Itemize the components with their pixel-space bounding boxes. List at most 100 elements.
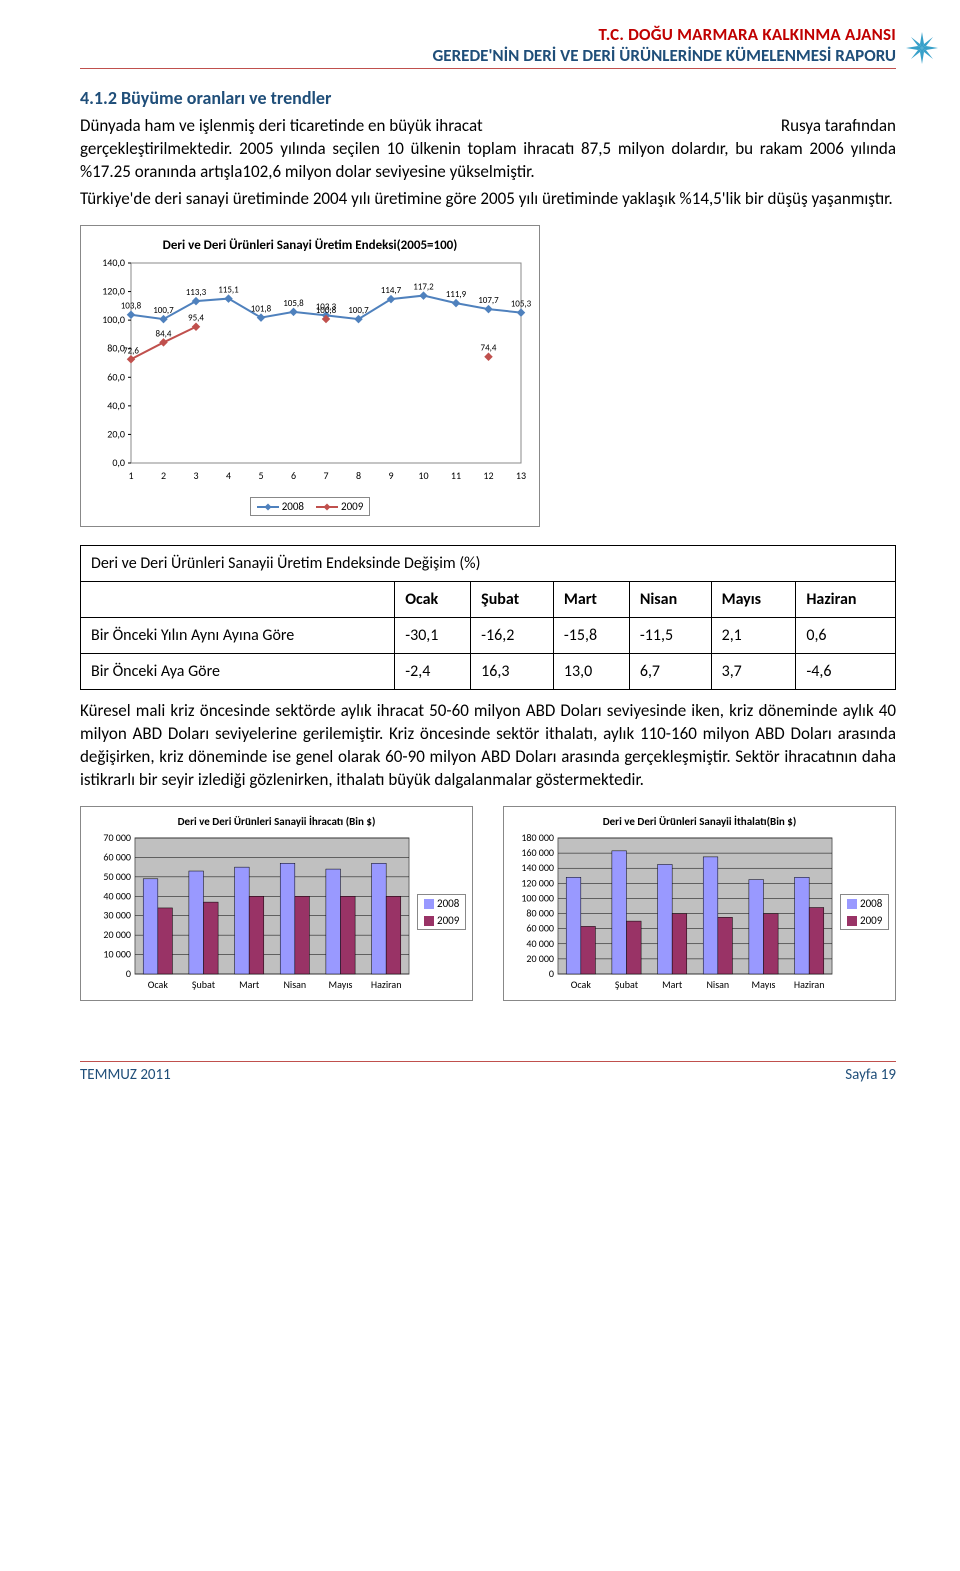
table-col-header: Ocak	[395, 582, 471, 618]
svg-text:60 000: 60 000	[103, 850, 131, 863]
line-chart-legend: 2008 2009	[250, 497, 371, 516]
page-header: T.C. DOĞU MARMARA KALKINMA AJANSI GEREDE…	[80, 24, 896, 69]
svg-text:20,0: 20,0	[107, 427, 125, 440]
p1b: Rusya tarafından	[781, 115, 896, 138]
svg-text:Nisan: Nisan	[706, 978, 729, 991]
svg-text:Nisan: Nisan	[283, 978, 306, 991]
p1a: Dünyada ham ve işlenmiş deri ticaretinde…	[80, 115, 483, 138]
svg-text:105,8: 105,8	[283, 298, 304, 309]
svg-text:Mart: Mart	[239, 978, 260, 991]
svg-text:20 000: 20 000	[526, 952, 554, 965]
paragraph-1: Dünyada ham ve işlenmiş deri ticaretinde…	[80, 115, 896, 184]
table-cell: -11,5	[629, 618, 711, 654]
svg-text:60 000: 60 000	[526, 922, 554, 935]
table-cell: 16,3	[471, 654, 554, 690]
table-cell: -16,2	[471, 618, 554, 654]
svg-text:0: 0	[126, 967, 131, 980]
svg-text:0: 0	[549, 967, 554, 980]
table-cell: -30,1	[395, 618, 471, 654]
svg-text:13: 13	[516, 469, 526, 482]
svg-text:100,8: 100,8	[316, 305, 337, 316]
svg-text:3: 3	[193, 469, 198, 482]
svg-text:100,7: 100,7	[153, 305, 174, 316]
svg-text:12: 12	[483, 469, 493, 482]
svg-text:Mayıs: Mayıs	[752, 978, 776, 991]
export-legend-2008: 2008	[437, 897, 459, 910]
section-title: 4.1.2 Büyüme oranları ve trendler	[80, 87, 896, 109]
import-chart-svg: 020 00040 00060 00080 000100 000120 0001…	[508, 832, 838, 992]
export-legend: 2008 2009	[417, 894, 466, 930]
svg-text:40,0: 40,0	[107, 399, 125, 412]
svg-text:5: 5	[258, 469, 263, 482]
export-legend-2009: 2009	[437, 914, 459, 927]
svg-text:1: 1	[128, 469, 133, 482]
svg-text:7: 7	[323, 469, 328, 482]
svg-text:100 000: 100 000	[521, 891, 554, 904]
paragraph-4: Küresel mali kriz öncesinde sektörde ayl…	[80, 700, 896, 792]
svg-text:160 000: 160 000	[521, 846, 554, 859]
change-table: Deri ve Deri Ürünleri Sanayii Üretim End…	[80, 545, 896, 690]
svg-text:180 000: 180 000	[521, 832, 554, 844]
import-legend-2008: 2008	[860, 897, 882, 910]
star-logo-icon	[904, 30, 940, 66]
table-cell: -2,4	[395, 654, 471, 690]
export-chart-title: Deri ve Deri Ürünleri Sanayii İhracatı (…	[85, 813, 468, 832]
export-bar-chart: Deri ve Deri Ürünleri Sanayii İhracatı (…	[80, 806, 473, 1001]
svg-text:100,0: 100,0	[102, 313, 125, 326]
svg-text:95,4: 95,4	[188, 312, 204, 323]
legend-2009: 2009	[341, 500, 363, 513]
svg-text:74,4: 74,4	[481, 342, 497, 353]
table-cell: 3,7	[711, 654, 796, 690]
table-col-header: Şubat	[471, 582, 554, 618]
svg-text:72,6: 72,6	[123, 345, 139, 356]
table-col-header: Mayıs	[711, 582, 796, 618]
svg-text:114,7: 114,7	[381, 285, 402, 296]
paragraph-3: Türkiye'de deri sanayi üretiminde 2004 y…	[80, 188, 896, 211]
header-report: GEREDE'NİN DERİ VE DERİ ÜRÜNLERİNDE KÜME…	[80, 45, 896, 69]
svg-text:4: 4	[226, 469, 231, 482]
svg-text:10 000: 10 000	[103, 948, 131, 961]
bar-charts-row: Deri ve Deri Ürünleri Sanayii İhracatı (…	[80, 806, 896, 1001]
table-col-header: Haziran	[796, 582, 896, 618]
svg-text:2: 2	[161, 469, 166, 482]
svg-text:8: 8	[356, 469, 361, 482]
svg-text:84,4: 84,4	[156, 328, 172, 339]
svg-text:103,8: 103,8	[121, 300, 142, 311]
svg-text:0,0: 0,0	[112, 456, 125, 469]
line-chart-svg: 0,020,040,060,080,0100,0120,0140,0123456…	[91, 255, 531, 485]
svg-text:30 000: 30 000	[103, 909, 131, 922]
svg-text:Haziran: Haziran	[794, 978, 825, 991]
table-cell: 2,1	[711, 618, 796, 654]
table-cell: -4,6	[796, 654, 896, 690]
table-row-label: Bir Önceki Aya Göre	[81, 654, 395, 690]
import-chart-title: Deri ve Deri Ürünleri Sanayii İthalatı(B…	[508, 813, 891, 832]
table-cell: -15,8	[553, 618, 629, 654]
svg-text:70 000: 70 000	[103, 832, 131, 844]
svg-text:10: 10	[418, 469, 428, 482]
svg-text:140,0: 140,0	[102, 256, 125, 269]
svg-text:20 000: 20 000	[103, 928, 131, 941]
svg-text:11: 11	[451, 469, 461, 482]
svg-text:107,7: 107,7	[478, 295, 499, 306]
production-index-chart: Deri ve Deri Ürünleri Sanayi Üretim Ende…	[80, 225, 540, 528]
svg-text:113,3: 113,3	[186, 287, 207, 298]
svg-text:50 000: 50 000	[103, 870, 131, 883]
table-title: Deri ve Deri Ürünleri Sanayii Üretim End…	[81, 546, 896, 582]
svg-text:140 000: 140 000	[521, 861, 554, 874]
svg-text:9: 9	[388, 469, 393, 482]
svg-text:115,1: 115,1	[218, 284, 239, 295]
svg-text:120 000: 120 000	[521, 876, 554, 889]
svg-text:Ocak: Ocak	[148, 978, 169, 991]
import-bar-chart: Deri ve Deri Ürünleri Sanayii İthalatı(B…	[503, 806, 896, 1001]
table-cell: 6,7	[629, 654, 711, 690]
legend-2008: 2008	[282, 500, 304, 513]
table-cell: 0,6	[796, 618, 896, 654]
header-agency: T.C. DOĞU MARMARA KALKINMA AJANSI	[80, 24, 896, 45]
import-legend: 2008 2009	[840, 894, 889, 930]
footer-date: TEMMUZ 2011	[80, 1066, 171, 1084]
svg-text:105,3: 105,3	[511, 298, 531, 309]
svg-text:120,0: 120,0	[102, 284, 125, 297]
footer-page: Sayfa 19	[845, 1066, 896, 1084]
svg-text:6: 6	[291, 469, 296, 482]
svg-text:Haziran: Haziran	[371, 978, 402, 991]
